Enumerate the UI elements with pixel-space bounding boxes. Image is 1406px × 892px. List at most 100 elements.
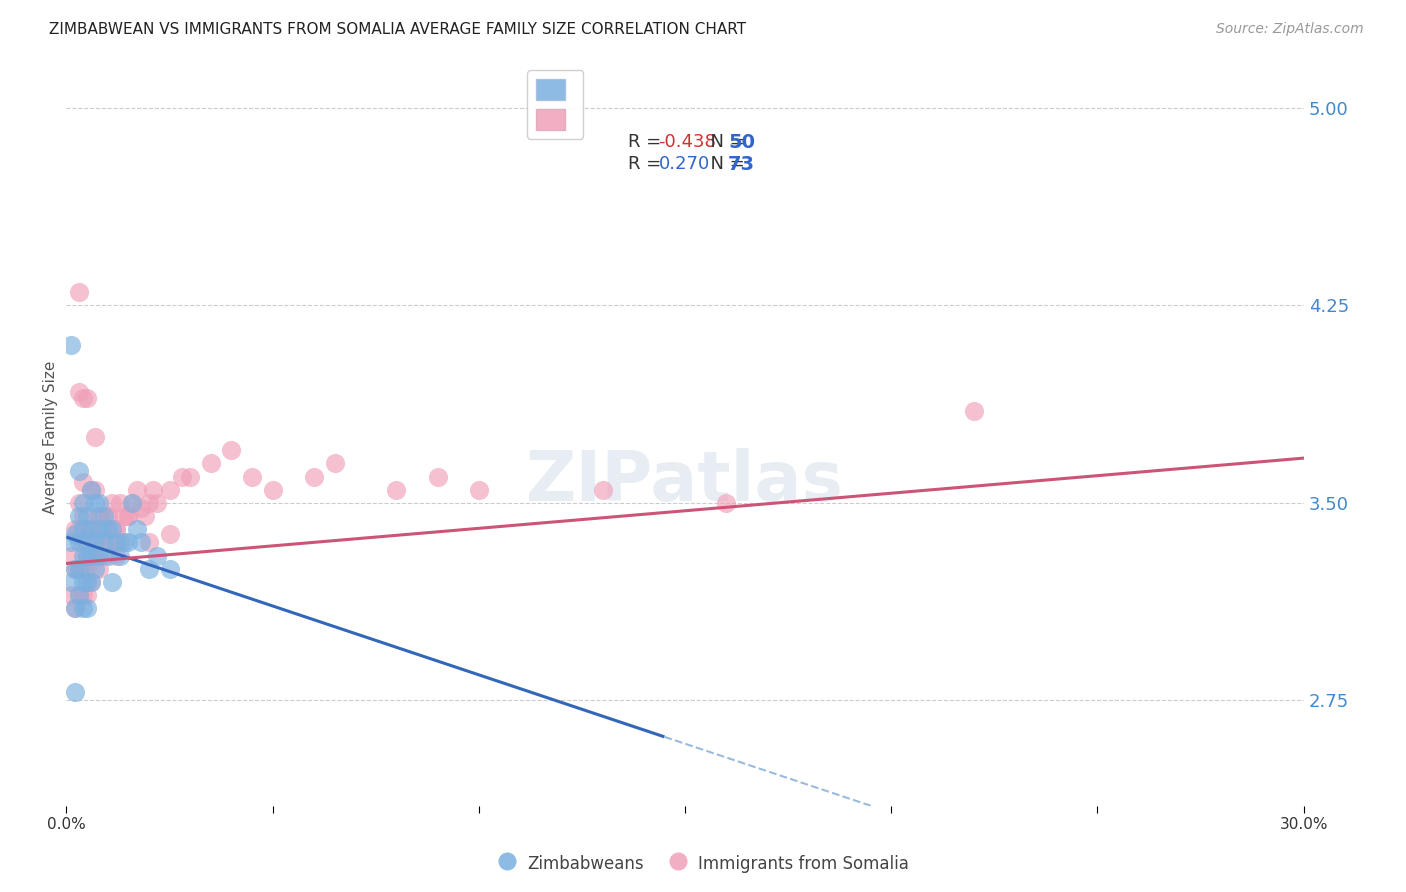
Text: ZIPatlas: ZIPatlas — [526, 448, 844, 515]
Point — [159, 562, 181, 576]
Point — [59, 535, 82, 549]
Point — [89, 562, 111, 576]
Point — [89, 535, 111, 549]
Point — [84, 562, 107, 576]
Point — [76, 549, 98, 563]
Point — [59, 338, 82, 352]
Point — [80, 522, 103, 536]
Point — [59, 574, 82, 589]
Point — [72, 391, 94, 405]
Point — [76, 535, 98, 549]
Text: 50: 50 — [728, 133, 755, 153]
Point — [80, 483, 103, 497]
Point — [63, 601, 86, 615]
Legend: Zimbabweans, Immigrants from Somalia: Zimbabweans, Immigrants from Somalia — [491, 847, 915, 880]
Point — [97, 535, 120, 549]
Point — [129, 535, 152, 549]
Point — [63, 685, 86, 699]
Point — [84, 496, 107, 510]
Point — [117, 509, 139, 524]
Point — [97, 509, 120, 524]
Point — [84, 535, 107, 549]
Text: -0.438: -0.438 — [658, 133, 716, 151]
Point — [80, 574, 103, 589]
Point — [592, 864, 614, 879]
Point — [67, 562, 90, 576]
Point — [125, 522, 148, 536]
Point — [89, 509, 111, 524]
Point — [67, 385, 90, 400]
Point — [262, 483, 284, 497]
Point — [93, 535, 115, 549]
Point — [76, 574, 98, 589]
Point — [125, 483, 148, 497]
Point — [104, 535, 127, 549]
Point — [59, 588, 82, 602]
Point — [67, 522, 90, 536]
Point — [138, 535, 160, 549]
Point — [59, 549, 82, 563]
Point — [104, 549, 127, 563]
Point — [108, 535, 131, 549]
Point — [112, 509, 135, 524]
Point — [89, 522, 111, 536]
Point — [63, 601, 86, 615]
Point — [80, 483, 103, 497]
Point — [72, 549, 94, 563]
Point — [63, 522, 86, 536]
Point — [84, 549, 107, 563]
Point — [159, 527, 181, 541]
Point — [67, 285, 90, 300]
Point — [72, 601, 94, 615]
Point — [89, 496, 111, 510]
Point — [117, 535, 139, 549]
Point — [108, 549, 131, 563]
Point — [63, 562, 86, 576]
Point — [76, 509, 98, 524]
Text: R =: R = — [628, 133, 666, 151]
Point — [76, 588, 98, 602]
Point — [240, 469, 263, 483]
Point — [80, 522, 103, 536]
Point — [200, 456, 222, 470]
Point — [67, 535, 90, 549]
Point — [84, 522, 107, 536]
Point — [97, 509, 120, 524]
Point — [221, 443, 243, 458]
Point — [72, 496, 94, 510]
Point — [146, 549, 169, 563]
Y-axis label: Average Family Size: Average Family Size — [44, 360, 58, 514]
Point — [67, 588, 90, 602]
Text: 0.270: 0.270 — [658, 155, 710, 173]
Point — [84, 483, 107, 497]
Point — [72, 509, 94, 524]
Point — [97, 549, 120, 563]
Point — [89, 509, 111, 524]
Point — [76, 601, 98, 615]
Point — [101, 496, 124, 510]
Text: N =: N = — [699, 155, 751, 173]
Point — [179, 469, 201, 483]
Point — [146, 496, 169, 510]
Point — [134, 509, 156, 524]
Point — [138, 562, 160, 576]
Point — [72, 574, 94, 589]
Point — [112, 535, 135, 549]
Point — [159, 483, 181, 497]
Point — [93, 522, 115, 536]
Point — [93, 549, 115, 563]
Point — [129, 501, 152, 516]
Point — [80, 549, 103, 563]
Point — [612, 878, 634, 892]
Text: 73: 73 — [728, 155, 755, 174]
Point — [72, 535, 94, 549]
Point — [142, 483, 165, 497]
Point — [63, 527, 86, 541]
Text: N =: N = — [699, 133, 751, 151]
Point — [80, 574, 103, 589]
Point — [67, 562, 90, 576]
Point — [170, 469, 193, 483]
Point — [963, 403, 986, 417]
Point — [716, 496, 738, 510]
Point — [302, 469, 325, 483]
